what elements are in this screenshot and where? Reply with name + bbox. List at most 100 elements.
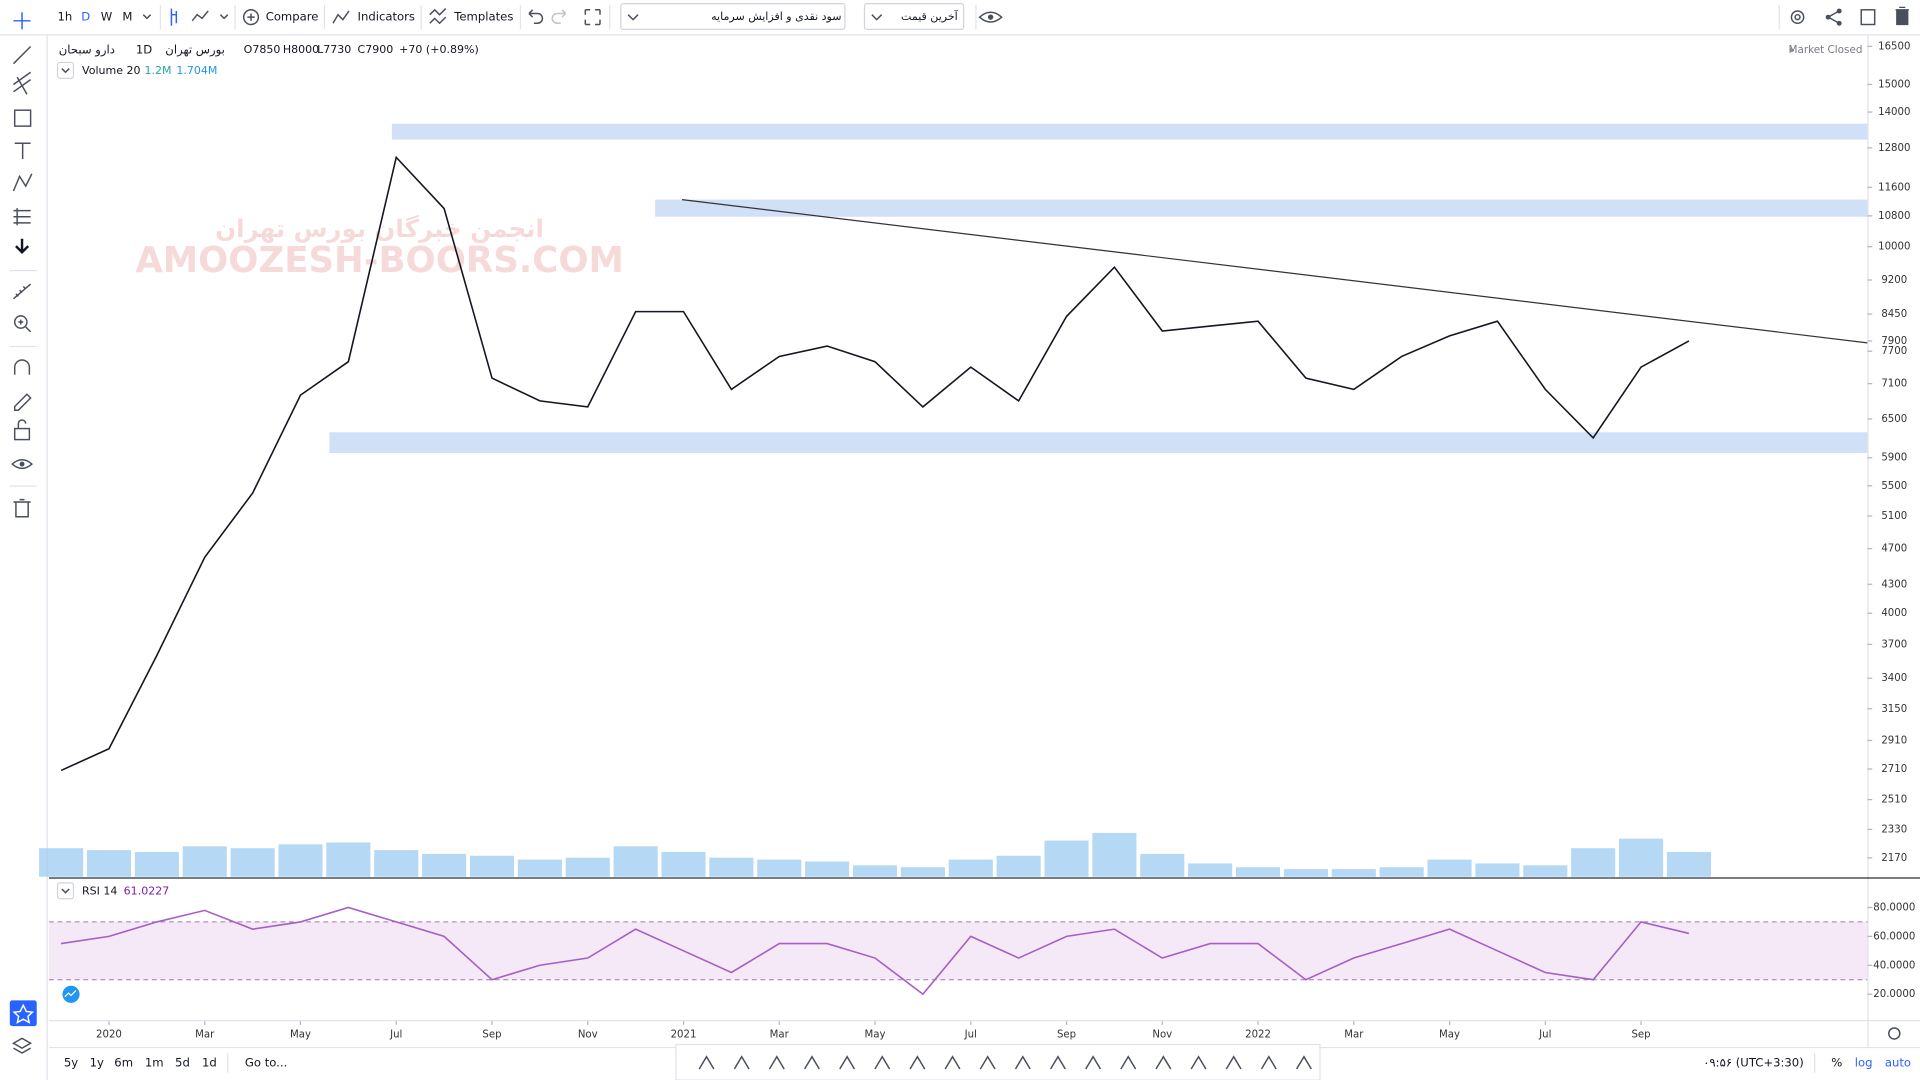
range-button[interactable]: 6m (114, 1055, 133, 1069)
indicators-button[interactable]: Indicators (358, 10, 415, 24)
hide[interactable] (11, 459, 33, 470)
delete[interactable] (1895, 6, 1909, 26)
interval-d[interactable]: D (81, 10, 90, 24)
pattern[interactable] (12, 173, 33, 192)
y-tick-label: 16500 (1878, 41, 1910, 52)
interval-w[interactable]: W (101, 10, 113, 24)
undo[interactable] (528, 9, 544, 25)
range-button[interactable]: 1m (145, 1055, 164, 1069)
auto-toggle[interactable]: auto (1885, 1055, 1911, 1069)
x-tick-label: May (290, 1030, 311, 1041)
drawing-tool[interactable] (1225, 1055, 1242, 1070)
compare-button[interactable]: Compare (266, 10, 319, 24)
volume-bar (661, 851, 706, 877)
fullscreen[interactable] (584, 9, 601, 26)
volume-bar (422, 853, 467, 877)
drawing-tool[interactable] (1190, 1055, 1207, 1070)
volume-bar (326, 842, 371, 877)
volume-bar (996, 855, 1041, 877)
dividends-dropdown[interactable] (620, 3, 846, 30)
drawing-tool[interactable] (1155, 1055, 1172, 1070)
lock[interactable] (13, 427, 31, 441)
drawing-tool[interactable] (698, 1055, 715, 1070)
volume-bar (1523, 865, 1568, 877)
range-button[interactable]: 1y (90, 1055, 104, 1069)
crosshair[interactable] (13, 12, 31, 30)
open: O7850 (244, 43, 281, 56)
support-zone (329, 432, 1868, 454)
trend-line[interactable] (12, 46, 32, 65)
top-toolbar: 1h D W M Compare Indicators Templates سو… (0, 3, 1920, 36)
stay-drawing[interactable] (13, 393, 32, 411)
chart-style-line[interactable] (191, 10, 209, 22)
rectangle[interactable] (13, 109, 32, 127)
templates-button[interactable]: Templates (453, 10, 513, 24)
tv-logo[interactable] (62, 985, 80, 1003)
y-tick-label: 3400 (1881, 673, 1907, 684)
drawing-tool[interactable] (874, 1055, 891, 1070)
measure[interactable] (12, 283, 32, 300)
drawing-tool[interactable] (803, 1055, 820, 1070)
text-tool[interactable] (14, 142, 31, 160)
remove[interactable] (13, 498, 31, 518)
templates-icon[interactable] (429, 8, 447, 25)
drawing-tool[interactable] (1295, 1055, 1312, 1070)
chart-style[interactable] (170, 8, 178, 26)
drawing-tool[interactable] (768, 1055, 785, 1070)
axis-settings[interactable] (1888, 1027, 1901, 1040)
drawing-tool[interactable] (979, 1055, 996, 1070)
object-tree[interactable] (11, 1037, 33, 1054)
x-tick-label: Mar (195, 1030, 215, 1041)
compare-icon[interactable] (242, 9, 260, 26)
y-tick-label: 15000 (1878, 79, 1910, 90)
drawing-tool[interactable] (909, 1055, 926, 1070)
more-tools[interactable] (15, 238, 30, 254)
magnet[interactable] (13, 359, 31, 375)
price-source-dropdown[interactable] (863, 3, 965, 30)
collapse-legend[interactable] (56, 61, 75, 79)
y-tick-label: 2330 (1881, 824, 1907, 835)
pitchfork[interactable] (13, 71, 32, 95)
range-button[interactable]: 5y (64, 1055, 78, 1069)
drawing-tool[interactable] (1049, 1055, 1066, 1070)
prediction[interactable] (13, 208, 31, 226)
drawing-tool[interactable] (1085, 1055, 1102, 1070)
drawing-tool[interactable] (733, 1055, 750, 1070)
market-status: Market Closed (1789, 44, 1863, 56)
goto-button[interactable]: Go to... (245, 1055, 287, 1069)
x-tick-label: May (865, 1030, 886, 1041)
interval-m[interactable]: M (122, 10, 132, 24)
settings[interactable] (1790, 10, 1805, 24)
rsi-pane: RSI 14 61.0227 80.0000 60.0000 40.0000 20.0… (48, 882, 1920, 1040)
log-toggle[interactable]: log (1855, 1055, 1873, 1069)
range-button[interactable]: 5d (175, 1055, 190, 1069)
volume-bar (948, 859, 993, 877)
redo[interactable] (551, 9, 567, 25)
indicators-icon[interactable] (332, 10, 350, 24)
favorites[interactable] (9, 1000, 37, 1027)
collapse-rsi[interactable] (56, 882, 75, 900)
y-tick-label: 14000 (1878, 107, 1910, 118)
style-menu[interactable] (219, 14, 229, 20)
drawing-tool[interactable] (839, 1055, 856, 1070)
interval-menu[interactable] (142, 14, 152, 20)
drawing-tool[interactable] (1260, 1055, 1277, 1070)
snapshot[interactable] (1860, 9, 1876, 26)
rsi-line (60, 906, 1690, 996)
interval-1h[interactable]: 1h (58, 10, 73, 24)
volume-bar (1283, 869, 1328, 877)
eye[interactable] (978, 11, 1003, 23)
percent-toggle[interactable]: % (1831, 1055, 1842, 1069)
y-tick-label: 10000 (1878, 242, 1910, 253)
x-tick-label: Sep (1631, 1030, 1650, 1041)
volume-bar (1236, 867, 1281, 877)
drawing-tool[interactable] (944, 1055, 961, 1070)
range-button[interactable]: 1d (202, 1055, 217, 1069)
zoom[interactable] (13, 315, 28, 329)
drawing-tool[interactable] (1014, 1055, 1031, 1070)
volume-bar (1619, 838, 1664, 877)
drawing-tool[interactable] (1120, 1055, 1137, 1070)
x-tick-label: Jul (964, 1030, 977, 1041)
